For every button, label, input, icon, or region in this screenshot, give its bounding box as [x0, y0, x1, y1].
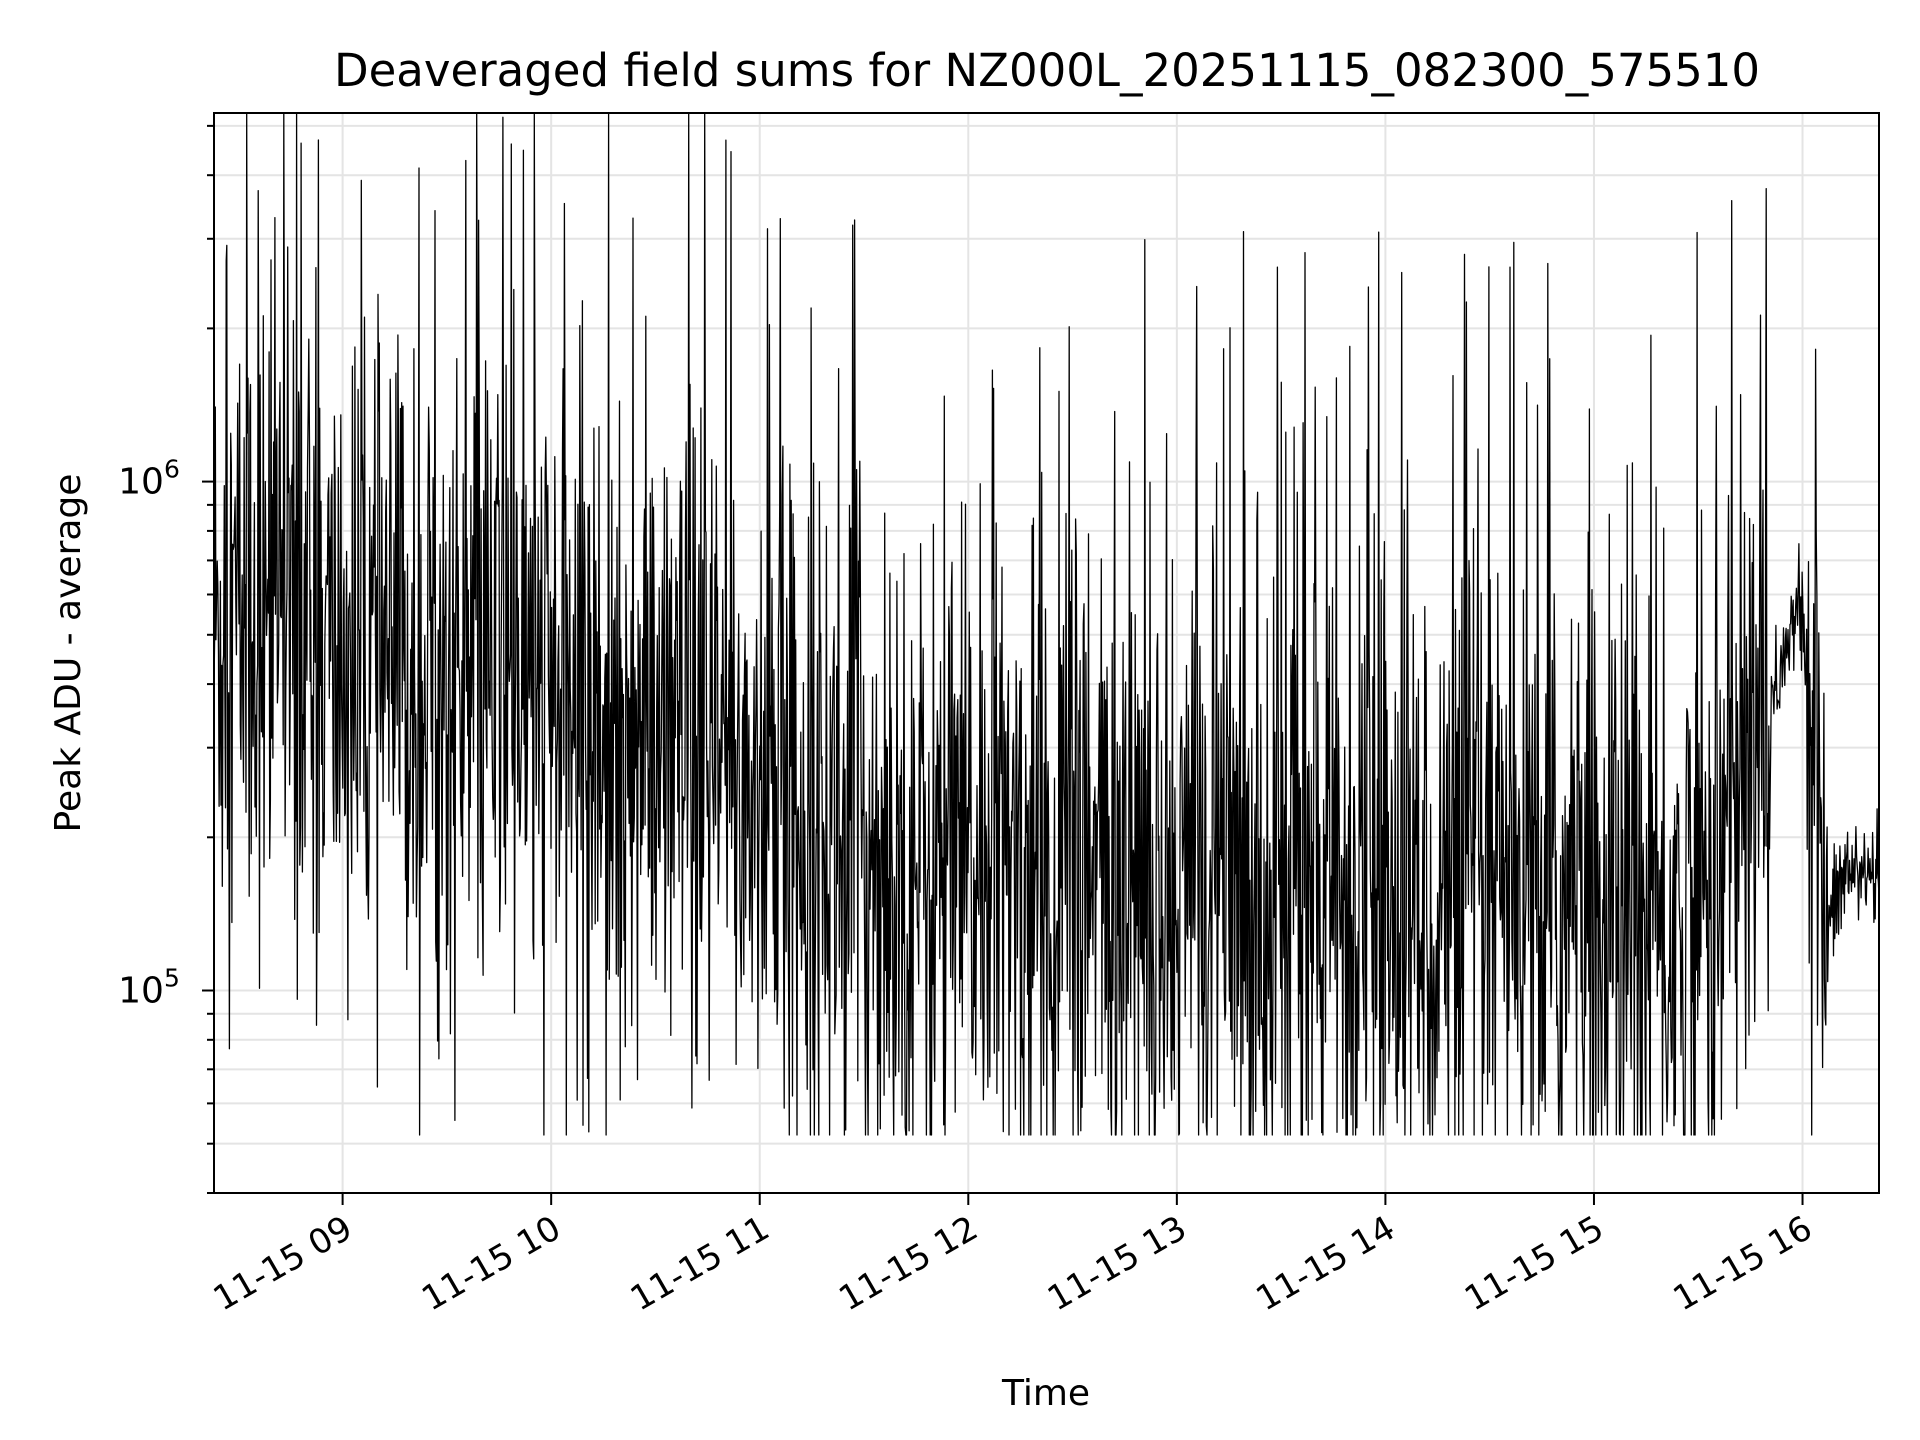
y-axis-label: Peak ADU - average — [48, 474, 89, 833]
x-axis-label: Time — [1001, 1373, 1090, 1414]
chart-title: Deaveraged field sums for NZ000L_2025111… — [334, 44, 1760, 97]
series-line — [213, 112, 1880, 1136]
y-tick-label: 105 — [118, 963, 180, 1011]
plot-area — [213, 112, 1880, 1136]
y-tick-label: 106 — [118, 455, 180, 503]
plot-frame — [213, 112, 1880, 1194]
y-axis: 105 106 — [118, 124, 214, 1194]
